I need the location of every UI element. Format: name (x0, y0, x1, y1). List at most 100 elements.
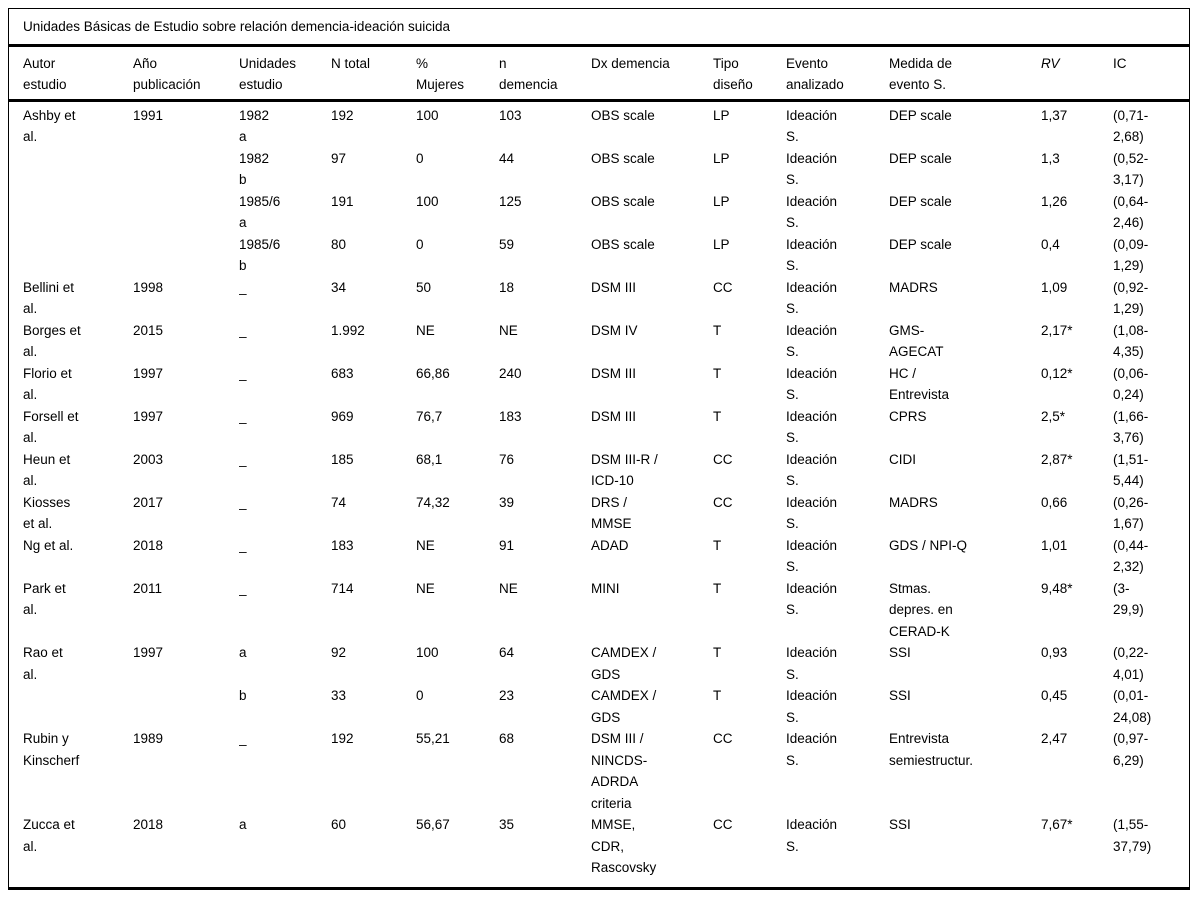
cell-autor-estudio: Ashby et al. (23, 107, 76, 145)
cell-ic: (1,51- 5,44) (1113, 451, 1149, 489)
table-row: Park et al. 2011 _ 714 NE NE MINI T Ideación S. S… (9, 578, 1189, 643)
cell-autor-estudio: Forsell et al. (23, 408, 79, 446)
cell-dx-demencia: CAMDEX / GDS (591, 688, 657, 725)
cell-tipo-diseno: CC (713, 817, 733, 832)
cell-autor-estudio (9, 234, 133, 277)
table-row: Bellini et al. 1998 _ 34 50 18 DSM III CC Ideaci… (9, 277, 1189, 320)
cell-ano-publicacion: 2003 (133, 451, 164, 467)
cell-autor-estudio: Florio et al. (23, 365, 72, 403)
cell-dx-demencia: ADAD (591, 537, 629, 553)
cell-ano-publicacion: 2018 (133, 537, 164, 553)
cell-ano-publicacion (133, 191, 239, 234)
cell-n-total: 33 (331, 688, 347, 703)
cell-ic: (0,64- 2,46) (1113, 193, 1149, 231)
column-header-medida-evento: Medida de evento S. (889, 46, 1041, 102)
cell-n-demencia: 59 (499, 236, 515, 252)
cell-rv: 2,87* (1041, 451, 1073, 467)
cell-tipo-diseno: T (713, 408, 722, 424)
cell-ic: (0,44- 2,32) (1113, 537, 1149, 575)
cell-dx-demencia: DSM III / NINCDS- ADRDA criteria (591, 731, 648, 811)
cell-ic: (0,71- 2,68) (1113, 107, 1149, 145)
cell-pct-mujeres: 100 (416, 193, 439, 209)
cell-tipo-diseno: LP (713, 150, 730, 166)
table-row: Ng et al. 2018 _ 183 NE 91 ADAD T Ideación S. GDS… (9, 535, 1189, 578)
cell-ic: (0,52- 3,17) (1113, 150, 1149, 188)
cell-pct-mujeres: 76,7 (416, 408, 443, 424)
column-header-pct-mujeres: % Mujeres (416, 46, 499, 102)
table-row: Borges et al. 2015 _ 1.992 NE NE DSM IV T Ideaci… (9, 320, 1189, 363)
cell-ic: (1,08- 4,35) (1113, 322, 1149, 360)
cell-autor-estudio: Rubin y Kinscherf (23, 731, 80, 768)
cell-pct-mujeres: NE (416, 580, 435, 596)
cell-medida-evento: DEP scale (889, 236, 952, 252)
cell-n-total: 60 (331, 817, 347, 832)
cell-rv: 1,3 (1041, 150, 1060, 166)
cell-autor-estudio: Park et al. (23, 580, 66, 618)
table-row: Zucca et al. 2018 a 60 56,67 35 MMSE, CDR, Ras… (9, 814, 1189, 887)
cell-dx-demencia: OBS scale (591, 236, 655, 252)
cell-tipo-diseno: CC (713, 494, 733, 510)
cell-n-demencia: 44 (499, 150, 515, 166)
cell-tipo-diseno: T (713, 365, 722, 381)
cell-medida-evento: GMS- AGECAT (889, 322, 944, 360)
cell-n-demencia: 76 (499, 451, 515, 467)
cell-ano-publicacion (133, 234, 239, 277)
table-row: Ashby et al. 1991 1982 a 192 100 103 OBS scale… (9, 100, 1189, 148)
cell-n-total: 191 (331, 193, 354, 209)
column-header-tipo-diseno: Tipo diseño (713, 46, 786, 102)
cell-evento-analizado: Ideación S. (786, 580, 838, 618)
cell-rv: 2,5* (1041, 408, 1066, 424)
column-header-evento-analizado: Evento analizado (786, 46, 889, 102)
cell-evento-analizado: Ideación S. (786, 645, 838, 682)
column-header-ic: IC (1113, 46, 1189, 102)
cell-evento-analizado: Ideación S. (786, 408, 838, 446)
cell-medida-evento: DEP scale (889, 193, 952, 209)
cell-tipo-diseno: T (713, 645, 722, 660)
cell-tipo-diseno: T (713, 580, 722, 596)
cell-unidades-estudio: _ (239, 580, 247, 596)
cell-pct-mujeres: 0 (416, 688, 424, 703)
cell-n-demencia: 23 (499, 688, 515, 703)
cell-autor-estudio: Ng et al. (23, 537, 74, 553)
cell-evento-analizado: Ideación S. (786, 731, 838, 768)
column-header-n-demencia: n demencia (499, 46, 591, 102)
cell-n-total: 192 (331, 731, 354, 746)
cell-ano-publicacion: 1997 (133, 408, 164, 424)
cell-evento-analizado: Ideación S. (786, 494, 838, 532)
column-header-unidades-estudio: Unidades estudio (239, 46, 331, 102)
cell-rv: 0,12* (1041, 365, 1073, 381)
cell-ano-publicacion: 2018 (133, 817, 164, 832)
cell-pct-mujeres: 66,86 (416, 365, 450, 381)
cell-rv: 2,47 (1041, 731, 1068, 746)
cell-n-demencia: 39 (499, 494, 515, 510)
cell-pct-mujeres: 0 (416, 236, 424, 252)
cell-autor-estudio: Heun et al. (23, 451, 71, 489)
cell-ic: (0,06- 0,24) (1113, 365, 1149, 403)
cell-n-total: 192 (331, 107, 354, 123)
cell-unidades-estudio: a (239, 645, 247, 660)
cell-ic: (0,01- 24,08) (1113, 688, 1152, 725)
cell-dx-demencia: OBS scale (591, 150, 655, 166)
cell-pct-mujeres: 56,67 (416, 817, 450, 832)
cell-rv: 0,4 (1041, 236, 1060, 252)
cell-tipo-diseno: CC (713, 451, 733, 467)
cell-ic: (3- 29,9) (1113, 580, 1144, 618)
cell-pct-mujeres: 0 (416, 150, 424, 166)
cell-unidades-estudio: _ (239, 537, 247, 553)
cell-dx-demencia: DSM III (591, 279, 637, 295)
cell-autor-estudio (9, 685, 133, 728)
cell-unidades-estudio: _ (239, 322, 247, 338)
table-row: 1985/6 b 80 0 59 OBS scale LP Ideación S. DEP s… (9, 234, 1189, 277)
cell-unidades-estudio: _ (239, 279, 247, 295)
cell-n-demencia: 18 (499, 279, 515, 295)
table-row: Rao et al. 1997 a 92 100 64 CAMDEX / GDS T Ideac… (9, 642, 1189, 685)
cell-medida-evento: MADRS (889, 279, 938, 295)
cell-dx-demencia: DSM IV (591, 322, 638, 338)
cell-evento-analizado: Ideación S. (786, 365, 838, 403)
cell-pct-mujeres: 50 (416, 279, 432, 295)
table-row: Forsell et al. 1997 _ 969 76,7 183 DSM III T Ide… (9, 406, 1189, 449)
cell-n-demencia: NE (499, 580, 518, 596)
cell-tipo-diseno: T (713, 688, 722, 703)
cell-unidades-estudio: _ (239, 365, 247, 381)
cell-autor-estudio (9, 191, 133, 234)
